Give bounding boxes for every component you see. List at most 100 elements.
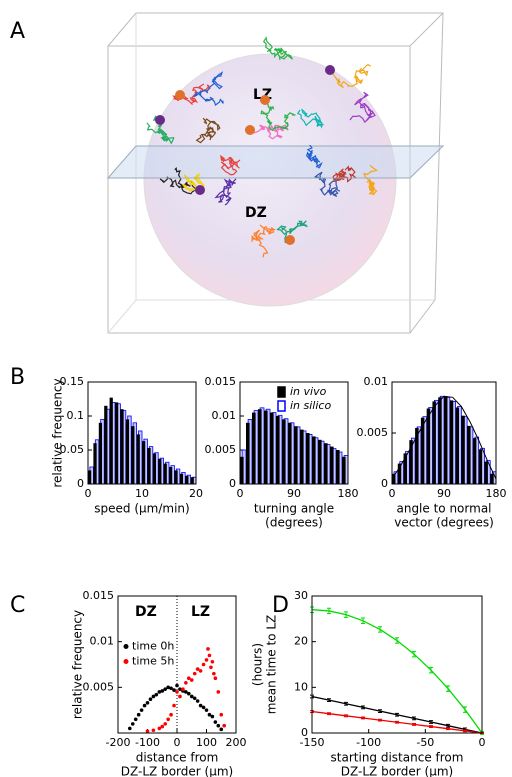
point (192, 671, 197, 676)
bar (336, 450, 340, 484)
legend-label: in silico (290, 399, 331, 412)
y-tick-label: 0.01 (90, 635, 115, 648)
error-bar (446, 685, 450, 692)
point (160, 689, 165, 693)
plot-frame (239, 381, 349, 485)
point (207, 653, 212, 658)
chart: 0 0.005 0.01 0.015 0 90 180 turning angle(degre… (205, 375, 359, 530)
bar (392, 473, 396, 484)
cell (325, 65, 335, 75)
y-tick-label: 0 (77, 477, 84, 490)
bar (276, 416, 280, 484)
point (142, 703, 147, 708)
bar (432, 401, 436, 484)
chart: 0.005 0.01 0.015 -200 -100 0 100 200 distance fr… (71, 589, 247, 777)
bar (158, 458, 162, 484)
bar (330, 446, 334, 484)
cell-track (251, 224, 276, 258)
point (210, 659, 215, 664)
panel-label: A (10, 19, 25, 44)
y-axis-label: mean time to LZ (265, 615, 279, 715)
point (178, 687, 182, 691)
point (175, 683, 179, 688)
error-bar (429, 666, 433, 674)
error-bar (463, 729, 467, 733)
y-axis-label: relative frequency (51, 378, 65, 487)
bar (312, 436, 316, 484)
x-tick-label: -100 (135, 736, 160, 749)
error-bar (412, 716, 416, 721)
point (222, 723, 226, 728)
bar (294, 426, 298, 484)
annotation: DZ (135, 604, 157, 620)
error-bar (412, 723, 416, 726)
point (139, 708, 144, 712)
bar (109, 397, 113, 484)
bar (300, 429, 304, 484)
bar (467, 425, 471, 484)
bar (461, 415, 465, 484)
cell (195, 185, 205, 195)
cell (175, 90, 185, 100)
y-tick-label: 0 (229, 477, 236, 490)
point (192, 696, 197, 701)
panel-a (106, 12, 445, 334)
x-tick-label: 20 (189, 487, 203, 500)
error-bar (412, 650, 416, 658)
y-tick-label: 0.005 (357, 426, 389, 439)
point (212, 671, 216, 676)
point (145, 729, 150, 733)
error-bar (327, 698, 331, 702)
bar (120, 409, 124, 484)
bar (397, 463, 402, 484)
point (172, 688, 176, 692)
bar (478, 449, 483, 484)
point (204, 658, 209, 662)
bar (444, 396, 448, 484)
error-bar (361, 617, 365, 625)
bar (179, 473, 184, 484)
point (160, 724, 165, 729)
point (213, 720, 218, 724)
cell-track (306, 145, 323, 169)
point (210, 714, 215, 719)
cell-track (296, 108, 325, 129)
x-tick-label: 180 (338, 487, 359, 500)
point (219, 712, 224, 717)
plot-frame (87, 381, 197, 485)
cell (155, 115, 165, 125)
x-tick-label: 200 (226, 736, 247, 749)
point (172, 703, 176, 708)
legend-label: time 5h (132, 655, 174, 668)
cell-track (276, 220, 308, 244)
bar (115, 402, 119, 484)
y-tick-label: 0.015 (83, 589, 115, 602)
x-tick-label: 180 (486, 487, 507, 500)
bar (270, 412, 274, 484)
cell-track (349, 91, 376, 124)
point (136, 712, 141, 717)
y-tick-label: 0.005 (83, 680, 115, 693)
point (201, 662, 206, 667)
bar (282, 419, 286, 484)
bar (472, 438, 477, 484)
error-bar (344, 701, 348, 706)
panel-label: C (10, 593, 25, 618)
point (184, 680, 188, 685)
y-tick-label: 20 (294, 635, 308, 648)
cell-track (362, 164, 379, 196)
legend-label: in vivo (290, 385, 327, 398)
x-tick-label: 90 (437, 487, 451, 500)
x-axis-label: turning angle (254, 502, 334, 516)
error-bar (463, 706, 467, 713)
bar (163, 463, 167, 484)
x-tick-label: 0 (389, 487, 396, 500)
error-bar (378, 718, 382, 722)
x-axis-label: vector (degrees) (394, 516, 494, 530)
bar (288, 422, 292, 484)
x-tick-label: 0 (174, 736, 181, 749)
error-bar (361, 716, 365, 720)
bar (88, 470, 92, 484)
panel-label: D (272, 593, 289, 618)
